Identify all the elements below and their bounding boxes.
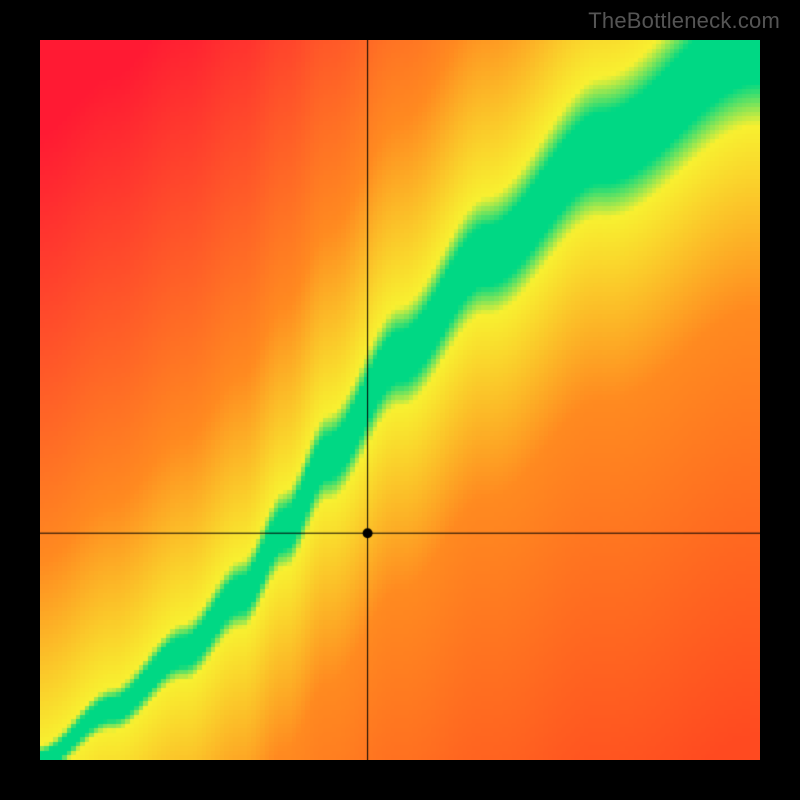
page-root: TheBottleneck.com (0, 0, 800, 800)
watermark-text: TheBottleneck.com (588, 8, 780, 34)
bottleneck-heatmap (40, 40, 760, 760)
heatmap-canvas (40, 40, 760, 760)
